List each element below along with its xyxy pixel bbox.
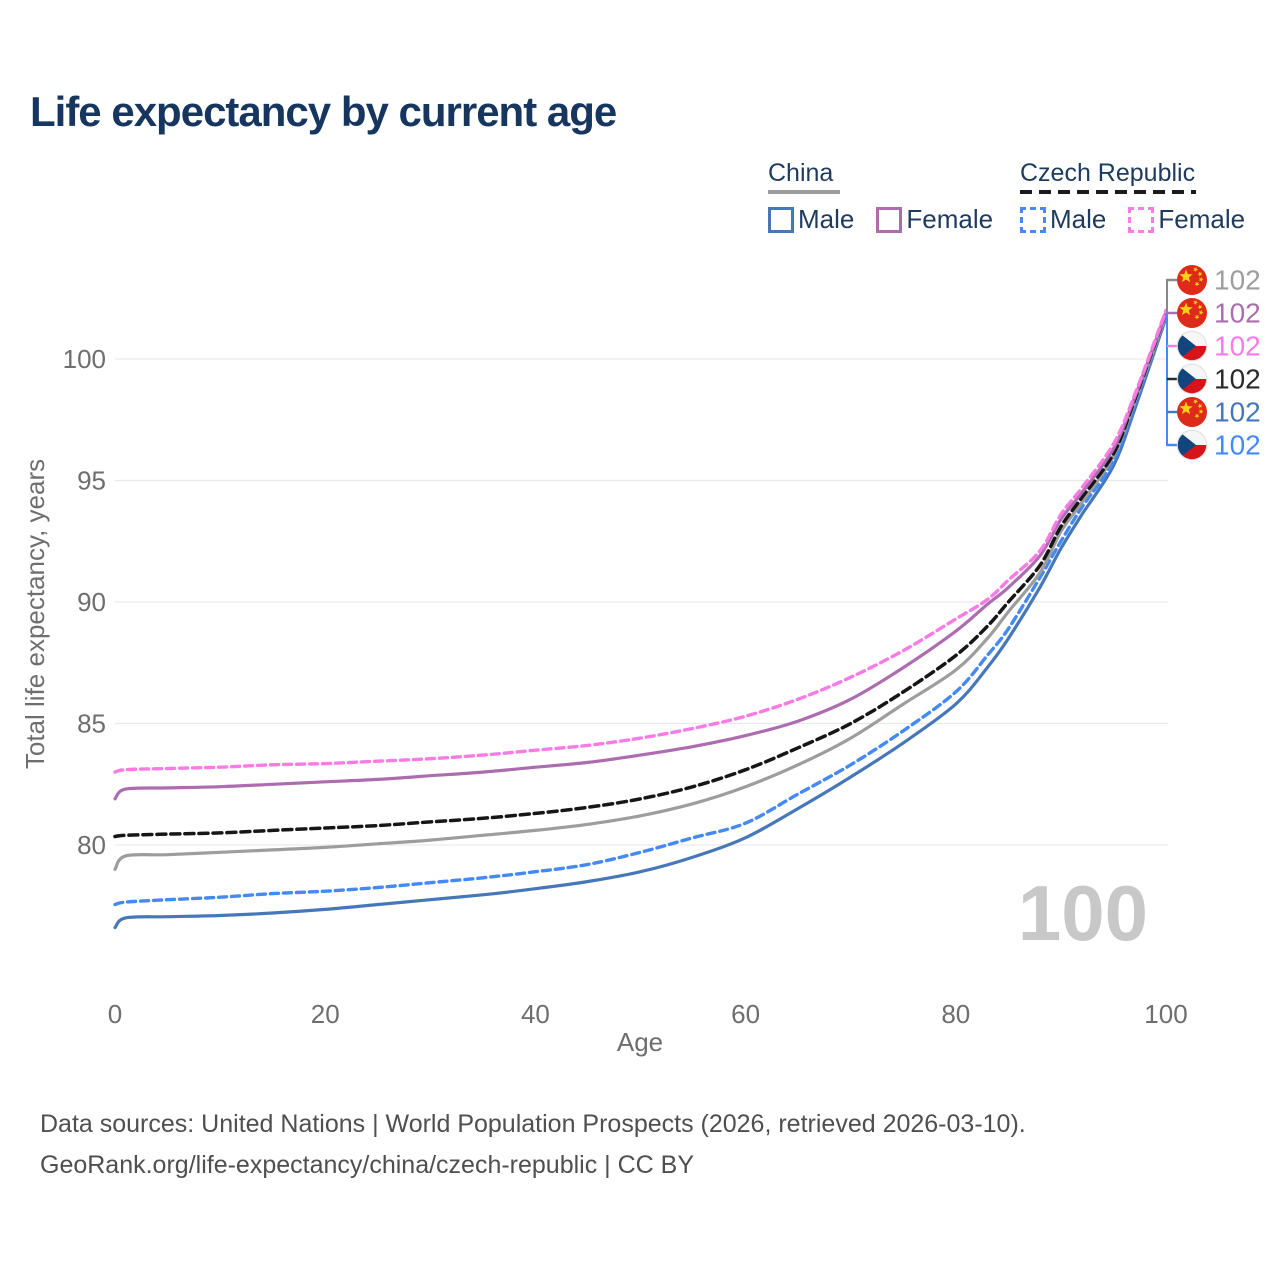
- y-tick-95: 95: [77, 466, 106, 496]
- legend-czech-underline: [1020, 190, 1196, 194]
- china-flag-icon: [1177, 298, 1207, 328]
- footer: Data sources: United Nations | World Pop…: [40, 1104, 1026, 1186]
- legend-label-czech-male[interactable]: Male: [1050, 204, 1107, 234]
- series-line-czech-female[interactable]: [113, 308, 1168, 774]
- legend-swatch-china-male[interactable]: [768, 206, 794, 233]
- x-tick-80: 80: [941, 999, 970, 1029]
- legend-swatch-china-female[interactable]: [876, 206, 903, 233]
- footer-attribution: GeoRank.org/life-expectancy/china/czech-…: [40, 1151, 695, 1179]
- x-axis-title: Age: [617, 1027, 663, 1057]
- legend-group-czech: Czech Republic Male Female: [1020, 160, 1267, 235]
- end-value-label: 102: [1214, 430, 1261, 461]
- legend-label-china-female[interactable]: Female: [906, 204, 994, 234]
- current-age-watermark: 100: [1018, 869, 1148, 957]
- series-line-china-total[interactable]: [113, 313, 1168, 871]
- end-label-row-china-4: 102: [1177, 397, 1261, 428]
- legend-label-czech-female[interactable]: Female: [1158, 204, 1246, 234]
- legend-label-china-male[interactable]: Male: [798, 204, 855, 234]
- end-value-label: 102: [1214, 298, 1261, 329]
- china-flag-icon: [1177, 397, 1207, 427]
- legend-group-china: China Male Female: [768, 160, 1015, 235]
- end-label-row-czech-3: 102: [1176, 363, 1261, 395]
- y-tick-100: 100: [63, 344, 106, 374]
- series-lines: [113, 308, 1168, 930]
- china-flag-icon: [1177, 265, 1207, 295]
- x-tick-0: 0: [108, 999, 122, 1029]
- end-value-label: 102: [1214, 397, 1261, 428]
- end-label-row-china-0: 102: [1177, 265, 1261, 296]
- series-line-china-male[interactable]: [113, 316, 1168, 930]
- czech-flag-icon: [1176, 429, 1208, 461]
- footer-data-sources: Data sources: United Nations | World Pop…: [40, 1110, 1026, 1138]
- end-value-label: 102: [1214, 331, 1261, 362]
- page-title: Life expectancy by current age: [30, 88, 617, 135]
- end-label-row-czech-5: 102: [1176, 429, 1261, 461]
- legend-swatch-czech-male[interactable]: [1020, 206, 1046, 233]
- series-line-czech-male[interactable]: [113, 313, 1168, 907]
- end-label-row-china-1: 102: [1177, 298, 1261, 329]
- gridlines: [115, 358, 1168, 846]
- y-axis-title: Total life expectancy, years: [20, 459, 50, 769]
- czech-flag-icon: [1176, 363, 1208, 395]
- legend-china-underline: [768, 190, 840, 194]
- end-value-label: 102: [1214, 265, 1261, 296]
- x-tick-60: 60: [731, 999, 760, 1029]
- x-tick-100: 100: [1144, 999, 1187, 1029]
- life-expectancy-chart: 80 85 90 95 100 0 20 40 60 80 100 Age Total life …: [20, 265, 1261, 1058]
- series-line-czech-total[interactable]: [113, 311, 1168, 839]
- x-axis-tick-labels: 0 20 40 60 80 100: [108, 999, 1188, 1029]
- y-tick-80: 80: [77, 830, 106, 860]
- czech-flag-icon: [1176, 330, 1208, 362]
- x-tick-20: 20: [311, 999, 340, 1029]
- y-tick-90: 90: [77, 587, 106, 617]
- legend-swatch-czech-female[interactable]: [1128, 206, 1155, 233]
- y-axis-tick-labels: 80 85 90 95 100: [63, 344, 106, 860]
- legend-czech-title[interactable]: Czech Republic: [1020, 159, 1196, 187]
- end-label-row-czech-2: 102: [1176, 330, 1261, 362]
- end-label-connectors: [1166, 278, 1177, 447]
- legend-china-title[interactable]: China: [768, 159, 834, 187]
- y-tick-85: 85: [77, 709, 106, 739]
- end-value-label: 102: [1214, 364, 1261, 395]
- x-tick-40: 40: [521, 999, 550, 1029]
- series-line-china-female[interactable]: [113, 311, 1168, 801]
